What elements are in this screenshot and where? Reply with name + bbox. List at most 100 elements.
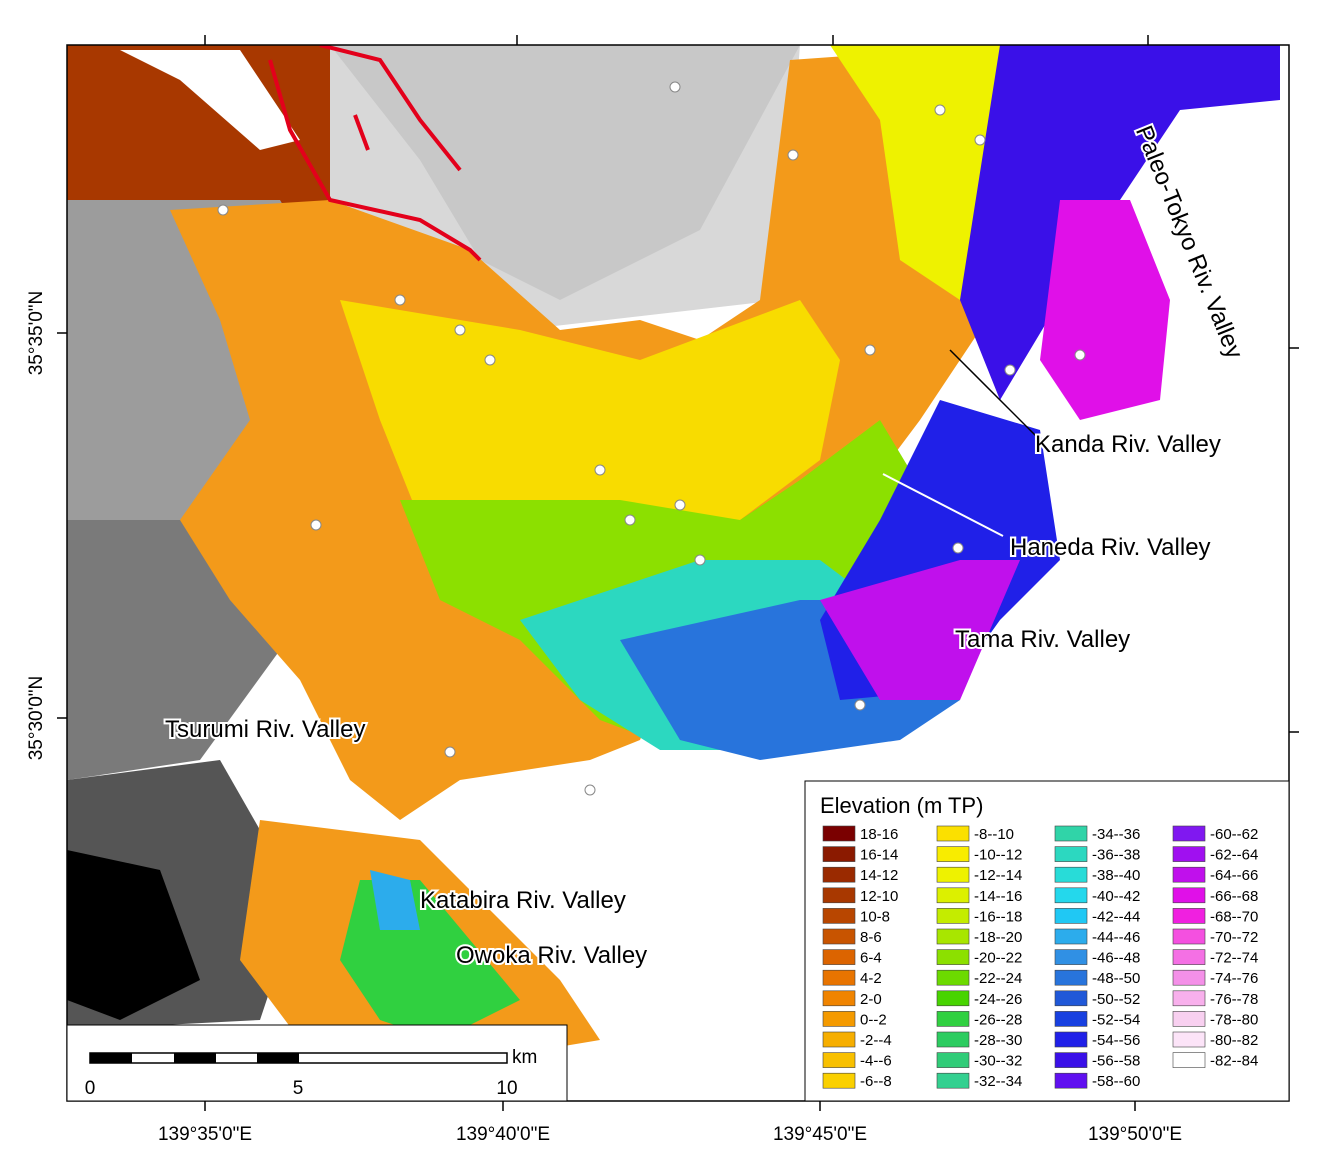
legend-swatch [936, 1072, 970, 1089]
legend-label: -54--56 [1092, 1032, 1140, 1049]
legend-swatch [1054, 928, 1088, 945]
legend-swatch [822, 990, 856, 1007]
legend-swatch [822, 1011, 856, 1027]
valley-label: Katabira Riv. Valley [420, 887, 626, 914]
legend-label: -6--8 [860, 1073, 892, 1090]
legend-swatch [936, 887, 970, 904]
scale-tick: 5 [293, 1078, 304, 1099]
legend-label: 14-12 [860, 867, 898, 884]
legend-swatch [1054, 846, 1088, 862]
legend-label: 8-6 [860, 929, 882, 946]
legend-label: 18-16 [860, 826, 898, 843]
legend-title: Elevation (m TP) [820, 793, 983, 818]
legend-label: -8--10 [974, 826, 1014, 843]
legend-label: 6-4 [860, 950, 882, 967]
legend-swatch [936, 949, 970, 965]
legend-swatch [936, 1052, 970, 1068]
legend-label: -34--36 [1092, 826, 1140, 843]
legend-swatch [1172, 908, 1206, 924]
legend-swatch [1172, 887, 1206, 904]
legend-swatch [1172, 846, 1206, 862]
valley-label: Tsurumi Riv. Valley [165, 716, 365, 743]
legend-label: -62--64 [1210, 847, 1258, 864]
legend-label: -50--52 [1092, 991, 1140, 1008]
legend-swatch [1054, 1031, 1088, 1048]
legend-swatch [936, 1031, 970, 1048]
legend-swatch [1054, 969, 1088, 986]
scale-tick: 0 [85, 1078, 96, 1099]
legend-swatch [822, 949, 856, 965]
legend-swatch [1172, 990, 1206, 1007]
legend-label: -2--4 [860, 1032, 892, 1049]
valley-label: Owoka Riv. Valley [456, 942, 647, 969]
legend-swatch [936, 825, 970, 842]
legend-label: -12--14 [974, 867, 1022, 884]
legend-label: -10--12 [974, 847, 1022, 864]
legend-label: 10-8 [860, 908, 890, 925]
legend-swatch [822, 1072, 856, 1089]
latitude-label: 35°30'0"N [26, 676, 47, 761]
legend-swatch [822, 887, 856, 904]
legend-swatch [936, 866, 970, 883]
legend-label: -64--66 [1210, 867, 1258, 884]
legend-swatch [936, 969, 970, 986]
legend-swatch [1172, 866, 1206, 883]
valley-label: Kanda Riv. Valley [1035, 431, 1221, 458]
legend-label: -60--62 [1210, 826, 1258, 843]
legend-label: -58--60 [1092, 1073, 1140, 1090]
valley-label: Tama Riv. Valley [955, 626, 1130, 653]
longitude-label: 139°35'0"E [158, 1124, 252, 1145]
legend-swatch [822, 825, 856, 842]
legend-swatch [1172, 1011, 1206, 1027]
legend-label: -28--30 [974, 1032, 1022, 1049]
legend-swatch [1054, 1011, 1088, 1027]
legend-swatch [936, 928, 970, 945]
legend-label: 12-10 [860, 888, 898, 905]
labels: 139°35'0"E 139°40'0"E 139°45'0"E 139°50'0"E… [26, 120, 1250, 1145]
legend-label: -42--44 [1092, 908, 1140, 925]
valley-label: Haneda Riv. Valley [1010, 534, 1211, 561]
legend-label: -32--34 [974, 1073, 1022, 1090]
legend-label: 0--2 [860, 1011, 887, 1028]
legend-swatch [822, 908, 856, 924]
map-body [67, 45, 1289, 1101]
legend-swatch [936, 990, 970, 1007]
scale-tick: 10 [496, 1078, 517, 1099]
legend-label: -26--28 [974, 1011, 1022, 1028]
latitude-label: 35°35'0"N [26, 291, 47, 376]
legend-label: -4--6 [860, 1053, 892, 1070]
legend-label: -20--22 [974, 950, 1022, 967]
legend-label: -68--70 [1210, 908, 1258, 925]
legend-swatch [822, 1052, 856, 1068]
legend-label: -76--78 [1210, 991, 1258, 1008]
legend-label: 4-2 [860, 970, 882, 987]
legend-swatch [1054, 1072, 1088, 1089]
legend-label: -56--58 [1092, 1053, 1140, 1070]
legend-swatch [1054, 908, 1088, 924]
legend-label: -82--84 [1210, 1053, 1258, 1070]
legend-swatch [1172, 825, 1206, 842]
legend-label: -66--68 [1210, 888, 1258, 905]
legend-swatch [1054, 866, 1088, 883]
legend-label: -46--48 [1092, 950, 1140, 967]
longitude-label: 139°40'0"E [456, 1124, 550, 1145]
scale-unit: km [512, 1047, 537, 1068]
legend-label: -48--50 [1092, 970, 1140, 987]
legend-label: -72--74 [1210, 950, 1258, 967]
scale-bar: 0 5 10 km [66, 1024, 568, 1102]
legend-label: -78--80 [1210, 1011, 1258, 1028]
legend-label: -24--26 [974, 991, 1022, 1008]
legend-swatch [1054, 825, 1088, 842]
legend-label: -44--46 [1092, 929, 1140, 946]
legend-swatch [936, 846, 970, 862]
legend-swatch [822, 1031, 856, 1048]
legend-swatch [1054, 1052, 1088, 1068]
legend-swatch [1054, 990, 1088, 1007]
longitude-label: 139°45'0"E [773, 1124, 867, 1145]
frame-ticks [57, 35, 1299, 1111]
legend-swatch [1172, 949, 1206, 965]
legend-swatch [822, 846, 856, 862]
legend-swatch [822, 969, 856, 986]
legend-label: -36--38 [1092, 847, 1140, 864]
